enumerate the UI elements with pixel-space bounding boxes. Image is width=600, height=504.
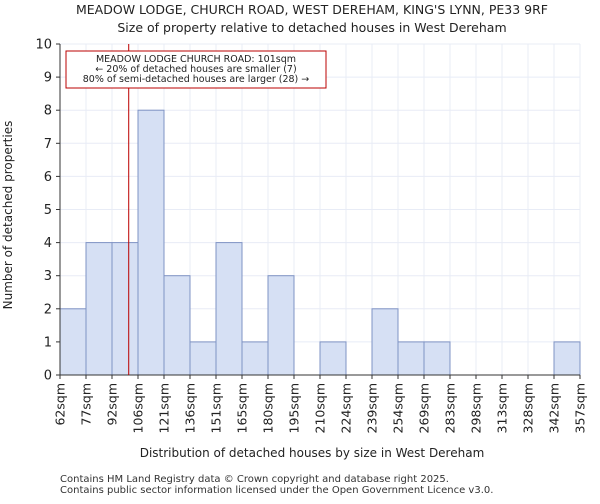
x-tick-label: 136sqm — [183, 383, 198, 433]
bars — [59, 109, 581, 376]
property-marker: MEADOW LODGE CHURCH ROAD: 101sqm ← 20% o… — [65, 44, 327, 375]
x-tick-label: 92sqm — [105, 383, 120, 426]
bar-165sqm — [241, 341, 269, 376]
bar-136sqm — [189, 341, 217, 376]
footer-copyright: Contains HM Land Registry data © Crown c… — [60, 474, 449, 485]
footer-licence: Contains public sector information licen… — [60, 485, 494, 496]
y-tick-label: 0 — [44, 369, 52, 384]
y-tick-label: 7 — [44, 137, 52, 152]
y-tick-label: 5 — [44, 203, 52, 218]
annotation-line-3: 80% of semi-detached houses are larger (… — [83, 74, 310, 85]
y-axis-label: Number of detached properties — [1, 121, 15, 310]
annotation-line-2: ← 20% of detached houses are smaller (7) — [95, 64, 296, 75]
y-tick-label: 4 — [44, 236, 52, 251]
x-tick-label: 77sqm — [79, 383, 94, 426]
bar-254sqm — [397, 341, 425, 376]
x-tick-label: 283sqm — [443, 383, 458, 433]
bar-239sqm — [371, 308, 399, 376]
x-tick-label: 269sqm — [417, 383, 432, 433]
x-tick-label: 106sqm — [131, 383, 146, 433]
bar-269sqm — [423, 341, 451, 376]
y-tick-label: 6 — [44, 170, 52, 185]
x-axis-label: Distribution of detached houses by size … — [140, 446, 485, 460]
x-tick-label: 195sqm — [287, 383, 302, 433]
y-tick-label: 9 — [44, 71, 52, 86]
x-tick-label: 328sqm — [521, 383, 536, 433]
annotation-box — [65, 50, 327, 89]
bar-210sqm — [319, 341, 347, 376]
y-tick-label: 10 — [35, 38, 52, 53]
x-tick-label: 357sqm — [573, 383, 588, 433]
y-tick-label: 3 — [44, 269, 52, 284]
annotation-line-1: MEADOW LODGE CHURCH ROAD: 101sqm — [96, 54, 296, 65]
y-tick-label: 2 — [44, 302, 52, 317]
x-tick-label: 298sqm — [469, 383, 484, 433]
bar-180sqm — [267, 275, 295, 376]
x-tick-label: 342sqm — [547, 383, 562, 433]
bar-77sqm — [85, 242, 113, 376]
bar-62sqm — [59, 308, 87, 376]
x-tick-label: 62sqm — [53, 383, 68, 426]
y-tick-label: 8 — [44, 104, 52, 119]
bar-106sqm — [137, 109, 165, 376]
bar-342sqm — [553, 341, 581, 376]
x-tick-label: 254sqm — [391, 383, 406, 433]
x-tick-label: 165sqm — [235, 383, 250, 433]
bar-121sqm — [163, 275, 191, 376]
bar-151sqm — [215, 242, 243, 376]
bar-92sqm — [111, 242, 139, 376]
x-tick-label: 151sqm — [209, 383, 224, 433]
x-tick-label: 313sqm — [495, 383, 510, 433]
x-tick-labels: 62sqm 77sqm 92sqm 106sqm 121sqm 136sqm 151sqm 1… — [53, 375, 588, 433]
y-tick-label: 1 — [44, 335, 52, 350]
x-tick-label: 224sqm — [339, 383, 354, 433]
y-tick-labels: 0 1 2 3 4 5 6 7 8 9 10 — [35, 38, 60, 384]
x-tick-label: 210sqm — [313, 383, 328, 433]
x-tick-label: 180sqm — [261, 383, 276, 433]
x-tick-label: 239sqm — [365, 383, 380, 433]
chart-title: MEADOW LODGE, CHURCH ROAD, WEST DEREHAM,… — [76, 2, 548, 17]
x-tick-label: 121sqm — [157, 383, 172, 433]
chart-subtitle: Size of property relative to detached ho… — [117, 20, 506, 35]
